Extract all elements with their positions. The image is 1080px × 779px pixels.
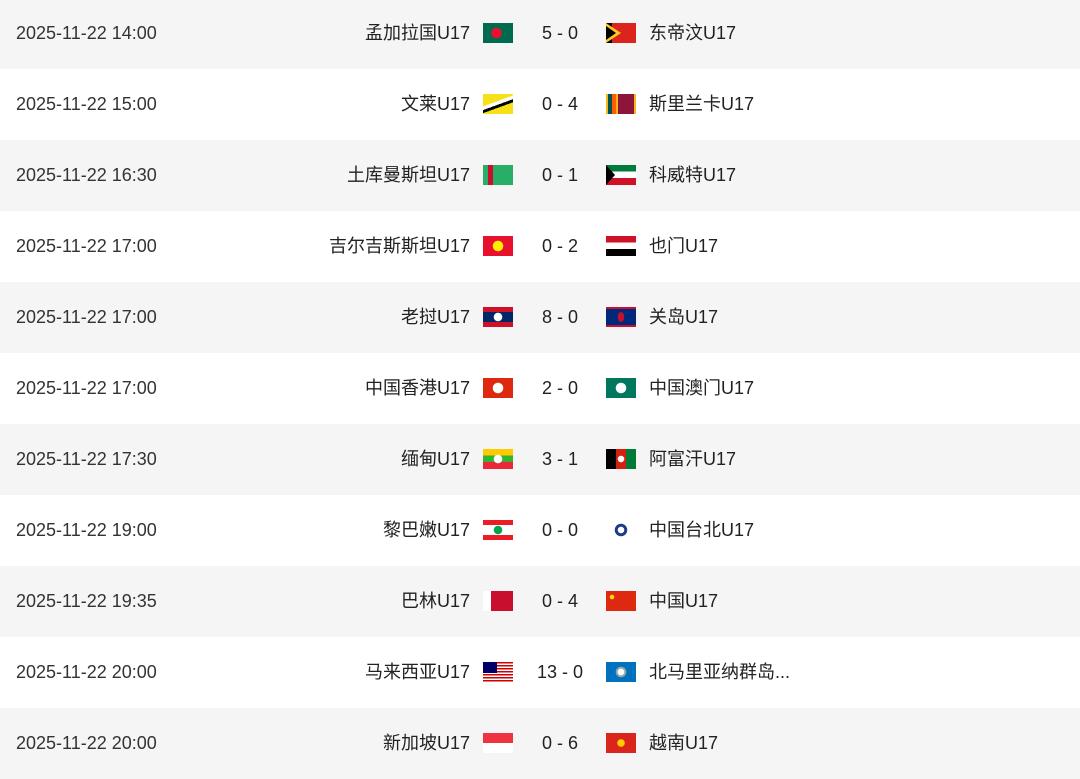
home-team[interactable]: 老挝U17 [400, 307, 470, 327]
home-flag-icon [483, 733, 513, 753]
home-flag-icon [483, 94, 513, 114]
match-score[interactable]: 3 - 1 [541, 449, 579, 469]
match-score[interactable]: 0 - 1 [541, 165, 579, 185]
away-team[interactable]: 阿富汗U17 [649, 449, 737, 469]
home-flag-icon [483, 236, 513, 256]
away-team[interactable]: 中国U17 [649, 591, 719, 611]
match-row[interactable]: 2025-11-22 17:30 缅甸U17 3 - 1 阿富汗U17 [0, 424, 1080, 495]
away-team[interactable]: 北马里亚纳群岛... [649, 662, 791, 682]
away-flag-icon [606, 520, 636, 540]
match-row[interactable]: 2025-11-22 17:00 中国香港U17 2 - 0 中国澳门U17 [0, 353, 1080, 424]
match-score[interactable]: 0 - 4 [541, 94, 579, 114]
match-time: 2025-11-22 20:00 [16, 733, 157, 753]
match-time: 2025-11-22 17:30 [16, 449, 157, 469]
home-flag-icon [483, 449, 513, 469]
match-row[interactable]: 2025-11-22 19:35 巴林U17 0 - 4 中国U17 [0, 566, 1080, 637]
match-score[interactable]: 5 - 0 [541, 23, 579, 43]
match-time: 2025-11-22 17:00 [16, 307, 157, 327]
match-row[interactable]: 2025-11-22 15:00 文莱U17 0 - 4 斯里兰卡U17 [0, 69, 1080, 140]
away-flag-icon [606, 378, 636, 398]
home-flag-icon [483, 591, 513, 611]
home-flag-icon [483, 520, 513, 540]
away-team[interactable]: 科威特U17 [649, 165, 737, 185]
match-time: 2025-11-22 15:00 [16, 94, 157, 114]
home-flag-icon [483, 662, 513, 682]
away-team[interactable]: 也门U17 [649, 236, 719, 256]
match-score[interactable]: 8 - 0 [541, 307, 579, 327]
home-team[interactable]: 黎巴嫩U17 [382, 520, 470, 540]
home-flag-icon [483, 378, 513, 398]
away-team[interactable]: 东帝汶U17 [649, 23, 737, 43]
match-time: 2025-11-22 20:00 [16, 662, 157, 682]
home-team[interactable]: 中国香港U17 [364, 378, 470, 398]
home-team[interactable]: 巴林U17 [400, 591, 470, 611]
home-team[interactable]: 孟加拉国U17 [364, 23, 470, 43]
away-flag-icon [606, 165, 636, 185]
match-time: 2025-11-22 17:00 [16, 236, 157, 256]
away-team[interactable]: 中国台北U17 [649, 520, 755, 540]
away-flag-icon [606, 449, 636, 469]
match-score[interactable]: 13 - 0 [536, 662, 584, 682]
match-score[interactable]: 0 - 4 [541, 591, 579, 611]
away-team[interactable]: 中国澳门U17 [649, 378, 755, 398]
match-time: 2025-11-22 16:30 [16, 165, 157, 185]
match-time: 2025-11-22 19:00 [16, 520, 157, 540]
match-row[interactable]: 2025-11-22 16:30 土库曼斯坦U17 0 - 1 科威特U17 [0, 140, 1080, 211]
match-row[interactable]: 2025-11-22 19:00 黎巴嫩U17 0 - 0 中国台北U17 [0, 495, 1080, 566]
away-flag-icon [606, 662, 636, 682]
match-time: 2025-11-22 19:35 [16, 591, 157, 611]
home-team[interactable]: 文莱U17 [400, 94, 470, 114]
match-row[interactable]: 2025-11-22 20:00 马来西亚U17 13 - 0 北马里亚纳群岛... [0, 637, 1080, 708]
home-flag-icon [483, 23, 513, 43]
home-flag-icon [483, 165, 513, 185]
match-score[interactable]: 0 - 0 [541, 520, 579, 540]
away-flag-icon [606, 733, 636, 753]
away-team[interactable]: 越南U17 [649, 733, 719, 753]
match-score[interactable]: 0 - 6 [541, 733, 579, 753]
match-score[interactable]: 2 - 0 [541, 378, 579, 398]
away-flag-icon [606, 236, 636, 256]
match-time: 2025-11-22 17:00 [16, 378, 157, 398]
home-flag-icon [483, 307, 513, 327]
match-row[interactable]: 2025-11-22 20:00 新加坡U17 0 - 6 越南U17 [0, 708, 1080, 779]
home-team[interactable]: 吉尔吉斯斯坦U17 [328, 236, 470, 256]
away-flag-icon [606, 591, 636, 611]
away-team[interactable]: 斯里兰卡U17 [649, 94, 755, 114]
home-team[interactable]: 新加坡U17 [382, 733, 470, 753]
match-row[interactable]: 2025-11-22 14:00 孟加拉国U17 5 - 0 东帝汶U17 [0, 0, 1080, 69]
away-flag-icon [606, 307, 636, 327]
away-team[interactable]: 关岛U17 [649, 307, 719, 327]
home-team[interactable]: 缅甸U17 [400, 449, 470, 469]
match-time: 2025-11-22 14:00 [16, 23, 157, 43]
home-team[interactable]: 土库曼斯坦U17 [346, 165, 470, 185]
home-team[interactable]: 马来西亚U17 [364, 662, 470, 682]
away-flag-icon [606, 94, 636, 114]
away-flag-icon [606, 23, 636, 43]
match-row[interactable]: 2025-11-22 17:00 吉尔吉斯斯坦U17 0 - 2 也门U17 [0, 211, 1080, 282]
match-score[interactable]: 0 - 2 [541, 236, 579, 256]
match-row[interactable]: 2025-11-22 17:00 老挝U17 8 - 0 关岛U17 [0, 282, 1080, 353]
